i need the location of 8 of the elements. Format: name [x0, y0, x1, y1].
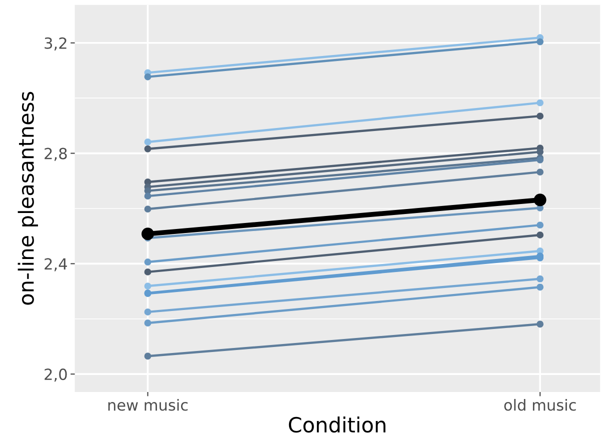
x-tick-label: new music — [108, 398, 188, 411]
y-axis-title: on-line pleasantness — [18, 92, 38, 305]
y-tick-label: 2,4 — [44, 258, 67, 272]
y-tick-label: 2,0 — [44, 368, 67, 382]
y-tick-label: 2,8 — [44, 148, 67, 161]
x-tick-label: old music — [504, 398, 576, 411]
y-tick-label: 3,2 — [44, 37, 66, 50]
x-axis-title: Condition — [288, 416, 386, 433]
